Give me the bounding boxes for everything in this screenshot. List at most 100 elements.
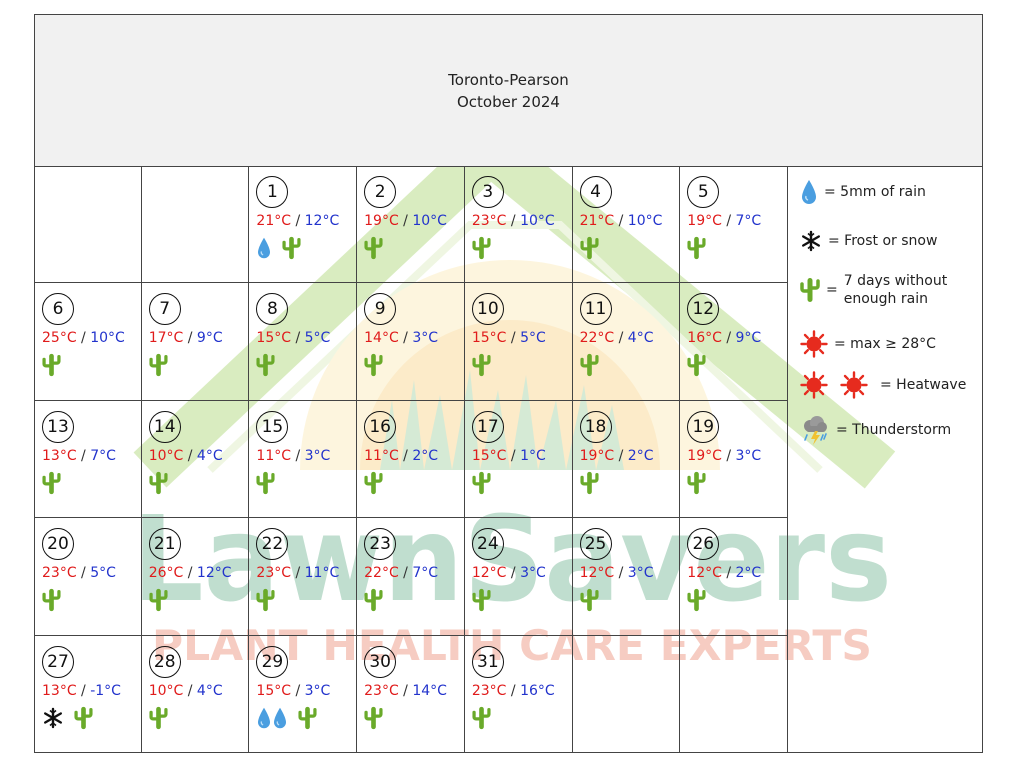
day-temperatures: 19°C / 3°C — [687, 447, 762, 464]
day-icons — [472, 235, 572, 261]
day-icons — [580, 235, 680, 261]
empty-cell — [680, 635, 788, 753]
day-temperatures: 15°C / 1°C — [471, 447, 546, 464]
day-number: 29 — [256, 645, 289, 678]
cactus-icon — [580, 235, 599, 261]
raindrop-icon — [802, 180, 816, 204]
day-number: 25 — [579, 528, 612, 561]
day-icons — [42, 587, 141, 613]
max-temp: 10°C — [148, 447, 184, 464]
legend-rain: = 5mm of rain — [800, 178, 926, 206]
min-temp: 5°C — [520, 330, 546, 347]
day-cell: 21 26°C / 12°C — [141, 518, 250, 636]
day-cell: 23 22°C / 7°C — [357, 518, 465, 636]
day-temperatures: 19°C / 10°C — [364, 213, 447, 229]
day-temperatures: 15°C / 5°C — [256, 330, 331, 347]
day-cell: 26 12°C / 2°C — [680, 518, 788, 636]
empty-cell — [572, 635, 681, 753]
day-icons — [364, 235, 464, 261]
cactus-icon — [364, 235, 383, 261]
day-temperatures: 10°C / 4°C — [148, 682, 223, 699]
day-number: 13 — [42, 410, 74, 443]
min-temp: 16°C — [520, 682, 555, 699]
day-icons — [149, 352, 249, 378]
cactus-icon — [42, 587, 61, 613]
max-temp: 19°C — [364, 213, 399, 229]
day-cell: 2 19°C / 10°C — [357, 166, 465, 284]
legend-frost: = Frost or snow — [800, 230, 937, 252]
day-icons — [364, 352, 464, 378]
day-temperatures: 13°C / -1°C — [42, 682, 121, 699]
min-temp: 2°C — [735, 565, 762, 582]
max-temp: 15°C — [471, 447, 507, 464]
day-cell: 31 23°C / 16°C — [464, 635, 573, 753]
day-icons — [472, 705, 572, 731]
raindrop-icon — [272, 706, 288, 730]
day-cell: 19 19°C / 3°C — [680, 400, 788, 519]
day-cell: 17 15°C / 1°C — [464, 400, 573, 519]
cactus-icon — [42, 470, 61, 496]
day-icons — [364, 587, 464, 613]
cactus-icon — [687, 352, 706, 378]
cactus-icon — [472, 235, 491, 261]
raindrop-icon — [256, 236, 272, 260]
day-icons — [364, 705, 464, 731]
max-temp: 22°C — [579, 330, 615, 347]
min-temp: 3°C — [627, 565, 654, 582]
day-temperatures: 25°C / 10°C — [42, 330, 125, 347]
day-icons — [149, 705, 249, 731]
min-temp: 10°C — [627, 213, 663, 229]
cactus-icon — [256, 352, 275, 378]
day-cell: 28 10°C / 4°C — [141, 635, 250, 753]
cactus-icon — [256, 470, 275, 496]
min-temp: 14°C — [412, 682, 447, 699]
day-cell: 13 13°C / 7°C — [34, 400, 142, 519]
day-cell: 6 25°C / 10°C — [34, 283, 142, 401]
day-temperatures: 12°C / 3°C — [579, 565, 654, 582]
day-cell: 30 23°C / 14°C — [357, 635, 465, 753]
max-temp: 11°C — [256, 447, 292, 464]
day-number: 4 — [579, 176, 612, 208]
sun-icon — [800, 371, 828, 399]
min-temp: 3°C — [304, 447, 331, 464]
day-icons — [687, 470, 787, 496]
day-temperatures: 15°C / 3°C — [256, 682, 331, 699]
day-cell: 9 14°C / 3°C — [357, 283, 465, 401]
day-cell: 25 12°C / 3°C — [572, 518, 681, 636]
cactus-icon — [364, 352, 383, 378]
day-number: 21 — [148, 528, 181, 561]
legend-hot-label: = max ≥ 28°C — [834, 336, 936, 352]
min-temp: 3°C — [304, 682, 331, 699]
day-temperatures: 21°C / 12°C — [256, 213, 340, 229]
day-cell: 7 17°C / 9°C — [141, 283, 250, 401]
max-temp: 15°C — [471, 330, 507, 347]
day-number: 26 — [687, 528, 720, 561]
day-number: 28 — [148, 645, 181, 678]
cactus-icon — [256, 587, 275, 613]
cactus-icon — [800, 278, 820, 302]
day-number: 5 — [687, 176, 720, 208]
day-cell: 14 10°C / 4°C — [141, 400, 250, 519]
day-icons — [687, 587, 787, 613]
max-temp: 23°C — [471, 682, 507, 699]
min-temp: 5°C — [304, 330, 331, 347]
snowflake-icon — [802, 230, 820, 252]
day-temperatures: 11°C / 2°C — [364, 447, 439, 464]
legend-drought: = 7 days without enough rain — [800, 272, 947, 308]
day-icons — [42, 705, 141, 731]
day-number: 6 — [42, 293, 74, 326]
day-temperatures: 26°C / 12°C — [148, 565, 232, 582]
max-temp: 21°C — [256, 213, 292, 229]
day-cell: 1 21°C / 12°C — [249, 166, 358, 284]
min-temp: 3°C — [735, 447, 762, 464]
snowflake-icon — [42, 707, 64, 729]
day-icons — [256, 235, 356, 261]
month-title: October 2024 — [457, 92, 560, 111]
day-number: 10 — [471, 293, 504, 326]
day-cell: 27 13°C / -1°C — [34, 635, 142, 753]
day-temperatures: 23°C / 10°C — [471, 213, 555, 229]
max-temp: 16°C — [687, 330, 722, 347]
day-number: 18 — [579, 410, 612, 443]
cactus-icon — [472, 470, 491, 496]
cactus-icon — [687, 235, 706, 261]
